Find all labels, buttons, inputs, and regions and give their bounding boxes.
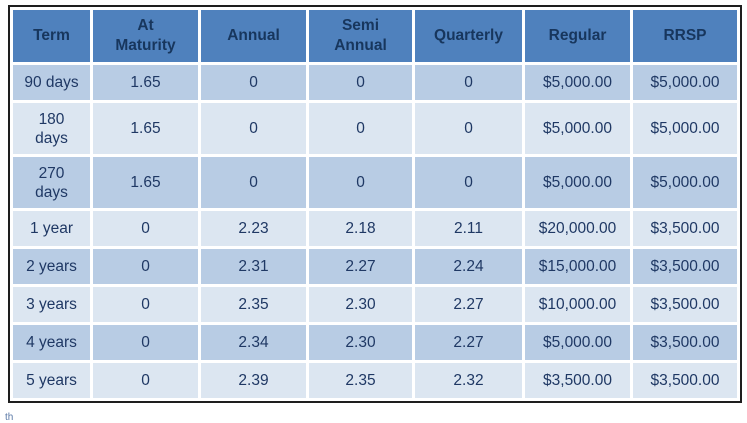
cell-semi_annual: 2.18: [306, 208, 415, 249]
cell-regular: $10,000.00: [522, 284, 633, 325]
cell-annual: 2.35: [198, 284, 309, 325]
cell-quarterly: 2.27: [412, 284, 525, 325]
cell-at_maturity: 0: [90, 284, 201, 325]
cell-quarterly: 2.24: [412, 246, 525, 287]
cell-semi_annual: 0: [306, 100, 415, 157]
column-header-annual: Annual: [198, 7, 309, 65]
column-header-at_maturity: At Maturity: [90, 7, 201, 65]
column-header-term: Term: [10, 7, 93, 65]
table-row: 180 days 1.65 0 0 0 $5,000.00 $5,000.00: [10, 100, 740, 157]
cell-rrsp: $3,500.00: [630, 360, 740, 401]
cell-quarterly: 0: [412, 100, 525, 157]
cell-term: 3 years: [10, 284, 93, 325]
cell-semi_annual: 0: [306, 62, 415, 103]
rates-table-border: Term At Maturity Annual Semi Annual Quarterl…: [8, 5, 742, 403]
cell-annual: 0: [198, 100, 309, 157]
column-header-quarterly: Quarterly: [412, 7, 525, 65]
table-row: 2 years 0 2.31 2.27 2.24 $15,000.00 $3,500.00: [10, 246, 740, 287]
cell-term: 2 years: [10, 246, 93, 287]
cell-rrsp: $5,000.00: [630, 100, 740, 157]
cell-rrsp: $3,500.00: [630, 208, 740, 249]
cell-rrsp: $3,500.00: [630, 284, 740, 325]
cell-term: 90 days: [10, 62, 93, 103]
rates-table: Term At Maturity Annual Semi Annual Quarterl…: [10, 7, 740, 401]
cropped-footnote-text: th: [5, 412, 14, 423]
cell-regular: $5,000.00: [522, 154, 633, 211]
cell-regular: $15,000.00: [522, 246, 633, 287]
cell-rrsp: $3,500.00: [630, 246, 740, 287]
cell-annual: 2.23: [198, 208, 309, 249]
cell-at_maturity: 1.65: [90, 62, 201, 103]
cell-at_maturity: 0: [90, 360, 201, 401]
cell-term: 1 year: [10, 208, 93, 249]
column-header-semi_annual: Semi Annual: [306, 7, 415, 65]
cell-semi_annual: 0: [306, 154, 415, 211]
cell-semi_annual: 2.35: [306, 360, 415, 401]
cell-term: 5 years: [10, 360, 93, 401]
cell-annual: 0: [198, 62, 309, 103]
cell-semi_annual: 2.30: [306, 284, 415, 325]
cell-quarterly: 2.27: [412, 322, 525, 363]
table-row: 270 days 1.65 0 0 0 $5,000.00 $5,000.00: [10, 154, 740, 211]
cell-annual: 2.39: [198, 360, 309, 401]
column-header-rrsp: RRSP: [630, 7, 740, 65]
cell-semi_annual: 2.30: [306, 322, 415, 363]
cell-term: 4 years: [10, 322, 93, 363]
cell-quarterly: 0: [412, 62, 525, 103]
cell-quarterly: 0: [412, 154, 525, 211]
table-header-row: Term At Maturity Annual Semi Annual Quarterl…: [10, 7, 740, 65]
cell-regular: $3,500.00: [522, 360, 633, 401]
cell-at_maturity: 1.65: [90, 100, 201, 157]
cell-term: 180 days: [10, 100, 93, 157]
column-header-regular: Regular: [522, 7, 633, 65]
cell-at_maturity: 0: [90, 322, 201, 363]
cell-at_maturity: 0: [90, 208, 201, 249]
cell-regular: $5,000.00: [522, 100, 633, 157]
cell-annual: 2.34: [198, 322, 309, 363]
cell-regular: $5,000.00: [522, 322, 633, 363]
cell-quarterly: 2.11: [412, 208, 525, 249]
cell-regular: $5,000.00: [522, 62, 633, 103]
table-row: 3 years 0 2.35 2.30 2.27 $10,000.00 $3,500.00: [10, 284, 740, 325]
cell-annual: 0: [198, 154, 309, 211]
cell-at_maturity: 1.65: [90, 154, 201, 211]
table-row: 4 years 0 2.34 2.30 2.27 $5,000.00 $3,500.00: [10, 322, 740, 363]
cell-rrsp: $5,000.00: [630, 154, 740, 211]
table-row: 90 days 1.65 0 0 0 $5,000.00 $5,000.00: [10, 62, 740, 103]
cell-annual: 2.31: [198, 246, 309, 287]
table-row: 1 year 0 2.23 2.18 2.11 $20,000.00 $3,500.00: [10, 208, 740, 249]
cell-rrsp: $3,500.00: [630, 322, 740, 363]
cell-at_maturity: 0: [90, 246, 201, 287]
cell-semi_annual: 2.27: [306, 246, 415, 287]
cell-term: 270 days: [10, 154, 93, 211]
cell-quarterly: 2.32: [412, 360, 525, 401]
cell-rrsp: $5,000.00: [630, 62, 740, 103]
table-row: 5 years 0 2.39 2.35 2.32 $3,500.00 $3,500.00: [10, 360, 740, 401]
cell-regular: $20,000.00: [522, 208, 633, 249]
